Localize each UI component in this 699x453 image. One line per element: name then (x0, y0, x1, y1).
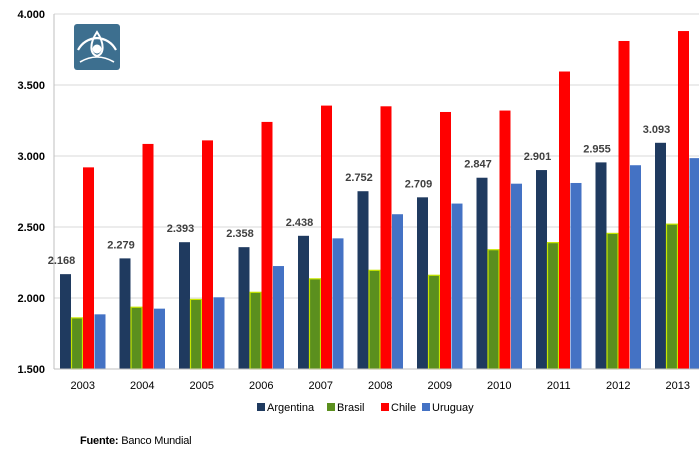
bar-argentina-2007 (298, 235, 309, 369)
data-label: 2.709 (405, 178, 433, 190)
bar-argentina-2004 (119, 258, 131, 369)
x-tick-label: 2004 (130, 380, 154, 392)
bar-uruguay-2003 (94, 314, 106, 369)
legend-swatch-argentina (257, 403, 265, 411)
legend-swatch-chile (381, 403, 389, 411)
y-tick-label: 2.000 (17, 293, 45, 305)
legend-label-argentina: Argentina (267, 402, 315, 414)
bar-argentina-2008 (357, 191, 369, 369)
bar-brasil-2008 (368, 269, 381, 370)
bar-argentina-2010 (476, 177, 488, 369)
bar-brasil-2004 (130, 306, 143, 370)
legend-label-chile: Chile (391, 402, 416, 414)
bar-uruguay-2007 (332, 238, 344, 369)
bar-uruguay-2005 (213, 297, 225, 369)
legend-label-brasil: Brasil (337, 402, 365, 414)
bar-chile-2011 (559, 71, 570, 369)
data-label: 2.168 (48, 255, 76, 267)
data-label: 2.955 (583, 143, 611, 155)
source-note: Fuente: Banco Mundial (80, 435, 192, 447)
data-label: 2.901 (524, 151, 552, 163)
bar-chile-2013 (678, 31, 689, 369)
x-tick-label: 2005 (190, 380, 214, 392)
y-tick-label: 2.500 (17, 222, 45, 234)
x-tick-label: 2003 (71, 380, 95, 392)
source-label: Fuente: (80, 435, 119, 447)
data-label: 2.438 (286, 217, 314, 229)
bar-brasil-2007 (308, 278, 322, 370)
bar-brasil-2005 (189, 298, 203, 370)
bar-uruguay-2009 (451, 203, 463, 369)
bar-argentina-2011 (536, 170, 547, 369)
institution-logo-icon (74, 24, 120, 70)
bar-uruguay-2012 (630, 165, 641, 369)
x-tick-label: 2009 (428, 380, 452, 392)
bar-brasil-2011 (546, 242, 560, 370)
bar-brasil-2012 (606, 232, 619, 370)
x-tick-label: 2011 (547, 380, 571, 392)
bar-chile-2004 (142, 143, 154, 369)
bar-brasil-2013 (665, 223, 679, 370)
legend-swatch-uruguay (422, 403, 430, 411)
legend-label-uruguay: Uruguay (432, 402, 474, 414)
bar-chile-2009 (440, 111, 451, 369)
x-tick-label: 2008 (368, 380, 392, 392)
bar-argentina-2009 (417, 197, 428, 369)
legend-swatch-brasil (327, 403, 335, 411)
bar-argentina-2005 (179, 242, 190, 369)
y-tick-label: 1.500 (17, 364, 45, 376)
bar-chile-2008 (380, 106, 392, 370)
data-label: 2.752 (345, 172, 373, 184)
bar-argentina-2013 (655, 142, 666, 369)
x-tick-label: 2006 (249, 380, 273, 392)
bar-brasil-2009 (427, 274, 441, 370)
bar-brasil-2003 (70, 317, 84, 370)
bar-argentina-2012 (595, 162, 607, 369)
data-label: 2.393 (167, 223, 195, 235)
bar-brasil-2006 (249, 291, 262, 370)
source-text: Banco Mundial (121, 435, 192, 447)
data-label: 2.279 (107, 239, 135, 251)
y-tick-label: 3.500 (17, 80, 45, 92)
bar-argentina-2006 (238, 247, 250, 369)
x-tick-label: 2007 (309, 380, 333, 392)
bar-uruguay-2006 (273, 266, 284, 369)
bar-chile-2006 (261, 121, 273, 369)
bar-chile-2003 (83, 167, 94, 369)
bar-uruguay-2008 (392, 214, 403, 369)
bar-uruguay-2013 (689, 158, 699, 369)
data-label: 2.847 (464, 159, 492, 171)
bar-uruguay-2004 (154, 308, 165, 369)
y-tick-label: 3.000 (17, 151, 45, 163)
x-tick-label: 2010 (487, 380, 511, 392)
bar-chile-2007 (321, 105, 332, 369)
x-tick-label: 2012 (606, 380, 630, 392)
bar-argentina-2003 (60, 274, 71, 369)
bar-chile-2010 (499, 110, 511, 369)
bar-brasil-2010 (487, 249, 500, 370)
bar-chile-2005 (202, 140, 213, 369)
bar-uruguay-2010 (511, 183, 522, 369)
y-tick-label: 4.000 (17, 9, 45, 21)
data-label: 3.093 (643, 124, 671, 136)
bar-chile-2012 (618, 40, 630, 369)
x-tick-label: 2013 (666, 380, 690, 392)
bar-uruguay-2011 (570, 182, 582, 369)
data-label: 2.358 (226, 228, 254, 240)
